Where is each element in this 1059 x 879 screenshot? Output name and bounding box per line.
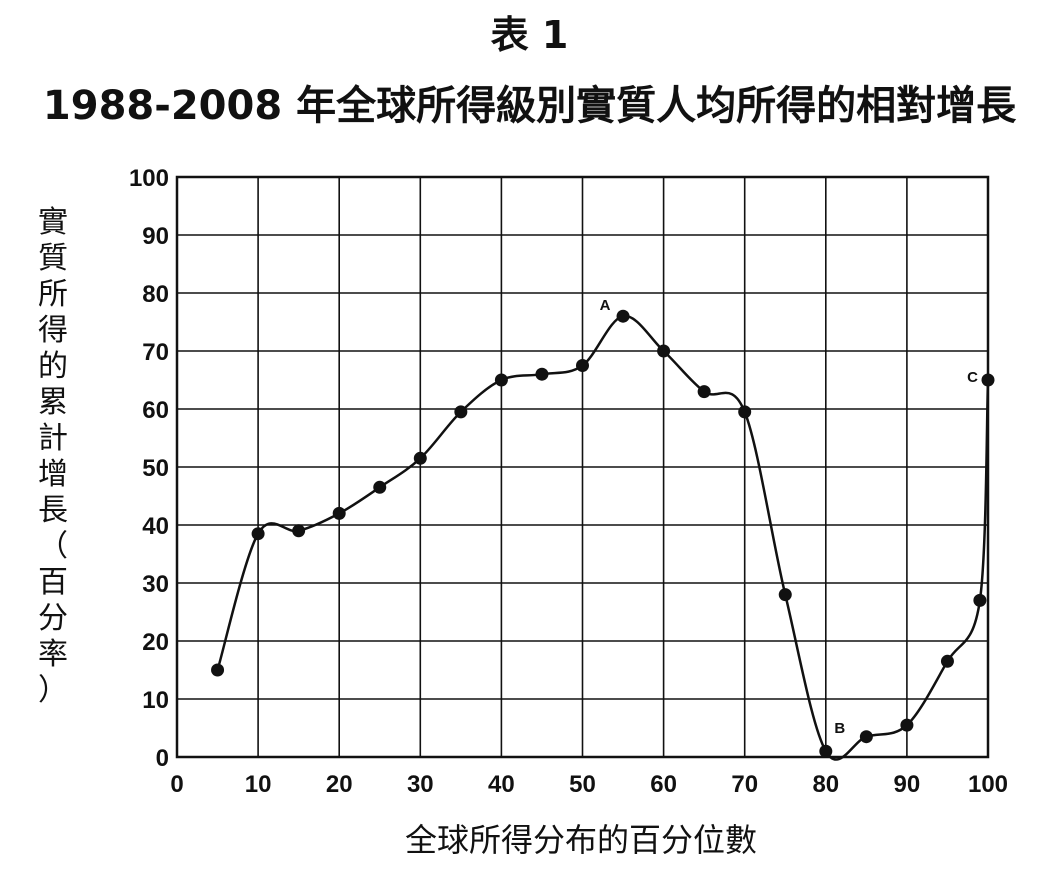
point-annotation: A: [600, 297, 611, 314]
data-point: [413, 451, 427, 465]
data-point: [373, 480, 387, 494]
y-tick-label: 0: [156, 745, 169, 772]
y-axis-label-char: 實: [38, 205, 68, 240]
point-annotation: B: [834, 720, 845, 737]
y-axis-label-char: ）: [38, 673, 68, 708]
data-points: [211, 309, 995, 758]
x-tick-label: 40: [488, 771, 515, 798]
annotations: A B C: [600, 297, 979, 737]
data-point: [940, 654, 954, 668]
data-point: [332, 506, 346, 520]
y-axis-label-char: 累: [38, 385, 68, 420]
y-axis-label-char: （: [38, 529, 68, 564]
data-point: [973, 593, 987, 607]
x-tick-label: 20: [326, 771, 353, 798]
data-point: [211, 663, 225, 677]
x-axis-ticks: 0 10 20 30 40 50 60 70 80 90 100: [170, 771, 1008, 798]
data-point: [738, 405, 752, 419]
y-axis-label-char: 質: [38, 241, 68, 276]
y-axis-label-char: 增: [38, 457, 68, 492]
y-axis-label-char: 長: [38, 493, 68, 528]
data-point: [494, 373, 508, 387]
y-tick-label: 50: [142, 455, 169, 482]
y-axis-label-char: 的: [38, 349, 68, 384]
y-tick-label: 90: [142, 223, 169, 250]
data-point: [454, 405, 468, 419]
x-tick-label: 0: [170, 771, 183, 798]
x-tick-label: 10: [245, 771, 272, 798]
y-tick-label: 100: [129, 165, 169, 192]
data-point: [697, 385, 711, 399]
x-tick-label: 100: [968, 771, 1008, 798]
chart-number-title: 表 1: [490, 13, 569, 57]
y-tick-label: 80: [142, 281, 169, 308]
data-point: [616, 309, 630, 323]
data-point: [819, 744, 833, 758]
x-tick-label: 60: [650, 771, 677, 798]
y-tick-label: 30: [142, 571, 169, 598]
x-tick-label: 30: [407, 771, 434, 798]
y-axis-label-char: 率: [38, 637, 68, 672]
chart-title: 1988-2008 年全球所得級別實質人均所得的相對增長: [42, 83, 1017, 129]
y-tick-label: 40: [142, 513, 169, 540]
data-point: [576, 359, 589, 372]
data-point: [859, 730, 873, 744]
y-axis-label-char: 所: [38, 277, 68, 312]
plot-frame: [175, 175, 990, 759]
series-line: [216, 314, 990, 761]
x-axis-label: 全球所得分布的百分位數: [404, 821, 757, 859]
y-tick-label: 70: [142, 339, 169, 366]
grid: [175, 175, 990, 759]
data-point: [657, 344, 671, 358]
y-tick-label: 60: [142, 397, 169, 424]
y-axis-label-char: 分: [38, 601, 68, 636]
data-point: [778, 588, 792, 602]
y-axis-label-char: 百: [38, 565, 68, 600]
x-tick-label: 70: [731, 771, 758, 798]
y-axis-label: 實質所得的累計增長（百分率）: [30, 205, 76, 709]
data-point: [900, 718, 914, 732]
data-point: [292, 524, 306, 538]
y-axis-label-char: 得: [38, 313, 68, 348]
data-point: [981, 373, 995, 387]
point-annotation: C: [967, 369, 978, 386]
x-tick-label: 80: [812, 771, 839, 798]
x-tick-label: 90: [894, 771, 921, 798]
y-tick-label: 10: [142, 687, 169, 714]
data-point: [251, 527, 265, 541]
data-point: [535, 367, 549, 381]
x-tick-label: 50: [569, 771, 596, 798]
y-tick-label: 20: [142, 629, 169, 656]
y-axis-ticks: 0 10 20 30 40 50 60 70 80 90 100: [129, 165, 169, 772]
y-axis-label-char: 計: [38, 421, 68, 456]
